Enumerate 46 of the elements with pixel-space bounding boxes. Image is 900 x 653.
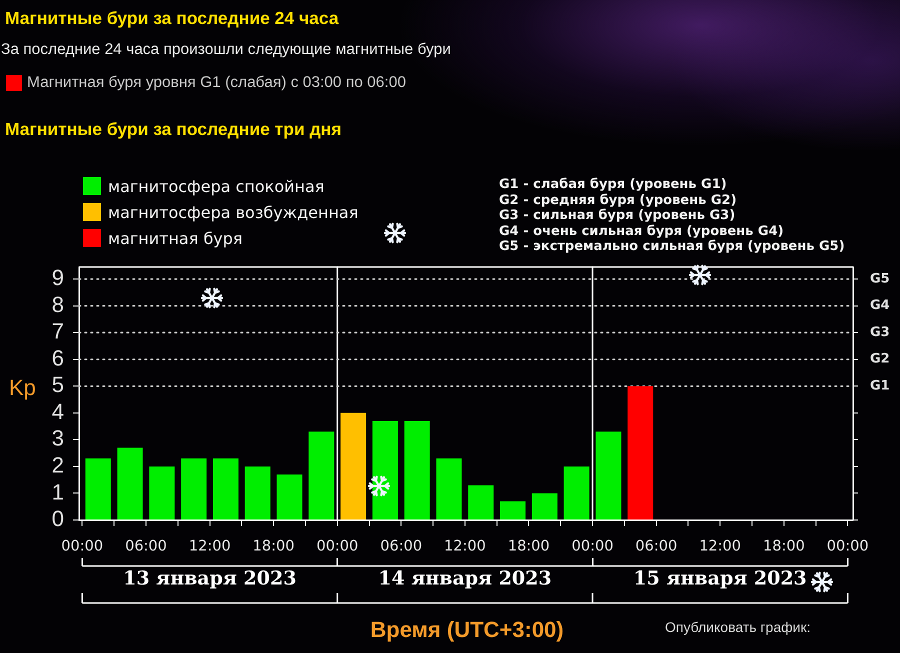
y-tick-label: 8 — [52, 292, 64, 317]
legend-label: магнитная буря — [108, 228, 243, 248]
y-tick-label: 5 — [52, 372, 64, 398]
text: G4 - очень сильная буря (уровень G4) — [499, 224, 784, 238]
y-tick-label: 1 — [52, 479, 64, 504]
text: G3 - сильная буря (уровень G3) — [499, 208, 736, 223]
x2-tick-label: 15 января 2023 — [633, 567, 807, 590]
ref-line-label: G1 — [870, 378, 890, 394]
x2-tick-label: 14 января 2023 — [378, 567, 552, 590]
ref-line-label: G5 — [870, 271, 890, 286]
x-tick-label: 12:00 — [444, 538, 486, 554]
y-tick-label: 0 — [52, 506, 64, 532]
x-axis-title: Время (UTC+3:00) — [370, 617, 564, 643]
x-tick-label: 06:00 — [380, 538, 422, 554]
x-tick-label: 12:00 — [188, 538, 231, 554]
x2-tick-label: 13 января 2023 — [123, 567, 296, 590]
text: Магнитная буря уровня G1 (слабая) с 03:00 по 06:00 — [27, 74, 406, 92]
y-tick-label: 7 — [52, 318, 64, 344]
x-tick-label: 18:00 — [508, 538, 550, 554]
y-tick-label: 6 — [52, 345, 64, 370]
x-tick-label: 00:00 — [826, 538, 869, 554]
chart-subtitle: За последние 24 часа произошли следующие магнитные бури — [1, 41, 451, 59]
x-tick-label: 00:00 — [572, 538, 614, 554]
x-tick-label: 12:00 — [699, 538, 741, 554]
ref-line-label: G4 — [870, 298, 890, 314]
text: G5 - экстремально сильная буря (уровень G5) — [499, 239, 845, 254]
x-tick-label: 18:00 — [252, 538, 294, 554]
text: Опубликовать график: — [665, 619, 810, 635]
x-tick-label: 06:00 — [125, 538, 167, 554]
x-tick-label: 18:00 — [762, 538, 805, 554]
y-axis-title: Kp — [9, 375, 36, 401]
text: G2 - средняя буря (уровень G2) — [499, 192, 737, 208]
y-tick-label: 3 — [52, 426, 64, 451]
ref-line-label: G3 — [870, 324, 890, 340]
y-tick-label: 9 — [52, 265, 64, 290]
ref-line-label: G2 — [870, 352, 890, 367]
text: G1 - слабая буря (уровень G1) — [499, 177, 727, 192]
x-tick-label: 00:00 — [316, 538, 358, 554]
y-tick-label: 4 — [52, 398, 64, 424]
y-tick-label: 2 — [52, 452, 64, 478]
legend-label: магнитосфера спокойная — [108, 176, 324, 196]
text: Магнитные бури за последние три дня — [5, 119, 342, 140]
chart-title: Магнитные бури за последние 24 часа — [5, 8, 339, 29]
legend-label: магнитосфера возбужденная — [108, 202, 358, 222]
x-tick-label: 06:00 — [635, 538, 678, 554]
x-tick-label: 00:00 — [61, 538, 104, 554]
